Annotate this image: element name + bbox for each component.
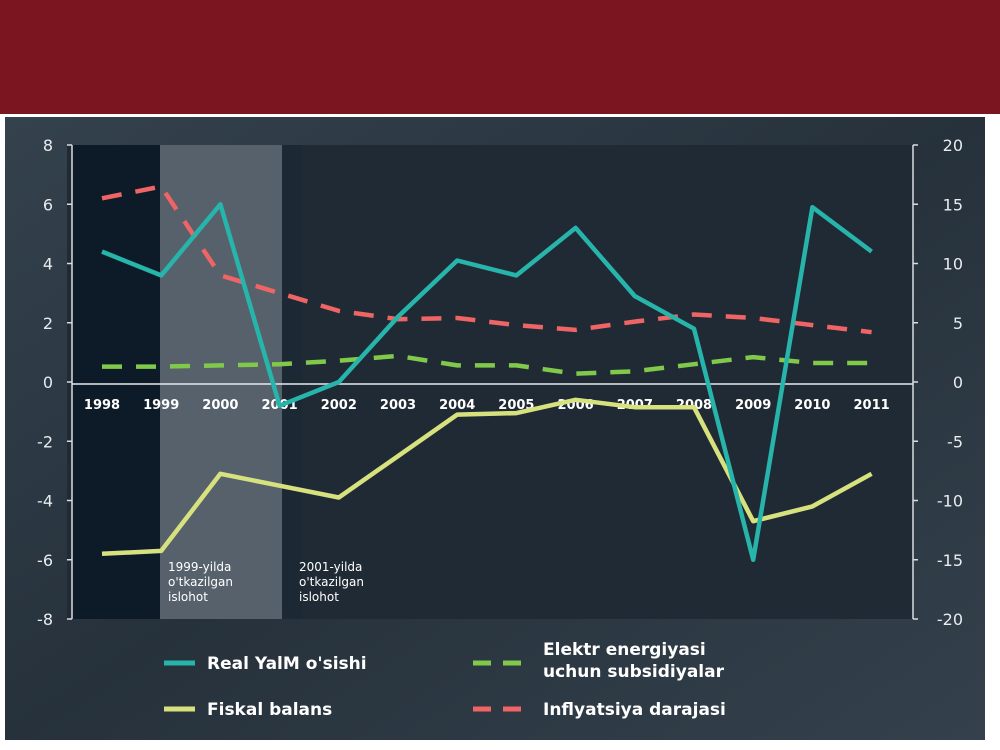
annotation-2001-line2: o'tkazilgan [299,575,364,589]
left-tick-label: -6 [37,551,53,570]
legend: Real YalM o'sishi Fiskal balans Elektr e… [164,640,726,720]
left-tick-label: -2 [37,432,53,451]
right-tick-label: -5 [947,432,963,451]
x-tick-label: 1998 [84,398,120,413]
left-tick-label: 6 [43,195,53,214]
annotation-2001-line3: islohot [299,590,339,604]
x-tick-label: 2002 [321,398,357,413]
title-banner [0,0,1000,114]
right-tick-label: 0 [953,373,963,392]
x-tick-label: 2000 [202,398,238,413]
series-line-fiscal-balance [101,397,873,557]
series-layer [101,184,873,563]
left-tick-label: -8 [37,610,53,629]
chart-panel: 8 6 4 2 0 -2 -4 -6 -8 20 15 10 5 0 -5 -10 -15 -20 1998 19… [5,117,985,740]
x-tick-label: 1999 [143,398,179,413]
shade-period-1 [72,145,160,619]
series-line-electric-subsidies [102,353,872,376]
left-tick-label: -4 [37,492,53,511]
annotation-1999-line2: o'tkazilgan [168,575,233,589]
annotation-1999-line3: islohot [168,590,208,604]
x-tick-label: 2010 [794,398,830,413]
right-tick-label: 5 [953,314,963,333]
left-tick-label: 4 [43,255,53,274]
shade-period-3 [282,145,302,619]
legend-label-electric-1: Elektr energiyasi [543,640,706,660]
legend-label-real-gdp: Real YalM o'sishi [207,654,367,674]
right-tick-label: -10 [937,492,963,511]
x-tick-label: 2009 [735,398,771,413]
left-axis-ticks: 8 6 4 2 0 -2 -4 -6 -8 [37,136,72,629]
right-tick-label: 10 [943,255,963,274]
series-line-inflation [101,184,872,335]
left-tick-label: 8 [43,136,53,155]
shade-period-2 [160,145,282,619]
left-tick-label: 0 [43,373,53,392]
annotation-2001-line1: 2001-yilda [299,560,362,574]
x-tick-label: 2004 [439,398,475,413]
series-line-real-gdp [101,202,873,563]
legend-label-inflation: Inflyatsiya darajasi [543,700,726,720]
annotation-1999-line1: 1999-yilda [168,560,231,574]
right-tick-label: 15 [943,195,963,214]
right-tick-label: -20 [937,610,963,629]
legend-label-electric-2: uchun subsidiyalar [543,662,725,682]
legend-label-fiscal: Fiskal balans [207,700,332,720]
left-tick-label: 2 [43,314,53,333]
x-tick-label: 2011 [854,398,890,413]
right-tick-label: -15 [937,551,963,570]
right-axis-ticks: 20 15 10 5 0 -5 -10 -15 -20 [913,136,963,629]
right-tick-label: 20 [943,136,963,155]
x-tick-label: 2003 [380,398,416,413]
